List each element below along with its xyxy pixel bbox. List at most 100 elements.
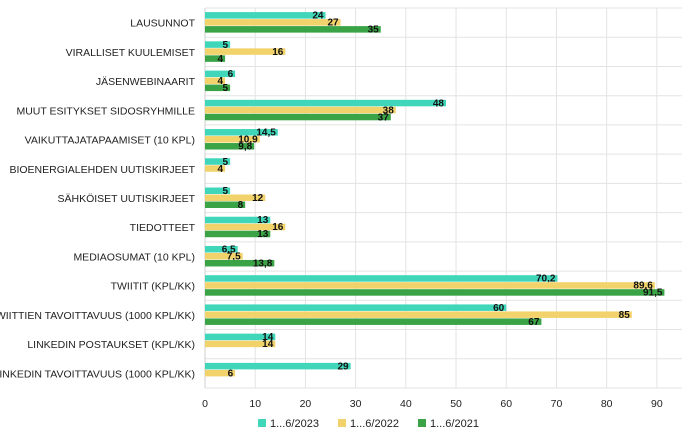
bar-4-2: [205, 143, 255, 150]
x-tick-label-4: 40: [400, 398, 412, 410]
bar-11-0: [205, 333, 276, 341]
category-label-7: TIEDOTTEET: [130, 222, 196, 234]
legend-swatch-0: [258, 419, 266, 427]
bar-3-0: [205, 99, 447, 107]
data-label-7-1: 16: [272, 222, 284, 233]
category-label-4: VAIKUTTAJATAPAAMISET (10 KPL): [25, 135, 195, 147]
data-label-10-2: 67: [528, 317, 540, 328]
data-label-9-0: 70,2: [536, 274, 556, 285]
data-label-0-0: 24: [312, 11, 324, 22]
data-label-0-2: 35: [368, 25, 380, 36]
legend-label-0: 1...6/2023: [270, 418, 319, 430]
data-label-6-0: 5: [223, 186, 229, 197]
data-label-12-1: 6: [228, 368, 234, 379]
bar-12-0: [205, 362, 351, 370]
bar-10-2: [205, 318, 542, 325]
x-tick-label-5: 50: [450, 398, 462, 410]
bar-5-1: [205, 165, 226, 172]
data-label-10-0: 60: [493, 303, 505, 314]
bar-8-2: [205, 259, 275, 267]
bar-6-2: [205, 201, 246, 208]
x-tick-label-6: 60: [500, 398, 512, 410]
data-label-1-2: 4: [218, 54, 224, 65]
data-label-12-0: 29: [337, 361, 349, 372]
category-label-12: LINKEDIN TAVOITTAVUUS (1000 KPL/KK): [0, 368, 195, 380]
bar-2-1: [205, 77, 226, 85]
data-label-6-1: 12: [252, 193, 264, 204]
data-label-8-0: 6,5: [222, 244, 236, 255]
data-label-9-2: 91,5: [643, 288, 663, 299]
bar-2-0: [205, 70, 236, 78]
data-label-6-2: 8: [238, 200, 244, 211]
data-label-2-0: 6: [228, 69, 234, 80]
bar-11-1: [205, 340, 276, 348]
data-label-11-1: 14: [262, 339, 274, 350]
bar-1-2: [205, 55, 226, 62]
bar-8-1: [205, 252, 243, 260]
bar-10-1: [205, 311, 632, 318]
data-label-7-0: 13: [257, 215, 269, 226]
bar-1-1: [205, 48, 286, 55]
bar-0-0: [205, 12, 326, 19]
category-label-11: LINKEDIN POSTAUKSET (KPL/KK): [27, 339, 195, 351]
data-label-0-1: 27: [327, 18, 339, 29]
category-label-6: SÄHKÖISET UUTISKIRJEET: [58, 193, 196, 205]
legend-label-1: 1...6/2022: [350, 418, 399, 430]
bar-5-0: [205, 158, 231, 165]
category-label-8: MEDIAOSUMAT (10 KPL): [73, 251, 195, 263]
category-label-2: JÄSENWEBINAARIT: [96, 76, 196, 88]
bar-8-0: [205, 245, 238, 253]
bar-0-2: [205, 26, 381, 33]
bar-7-0: [205, 216, 271, 224]
bar-9-0: [205, 275, 558, 282]
bar-3-1: [205, 106, 396, 114]
bar-9-1: [205, 282, 655, 289]
legend-swatch-1: [338, 419, 346, 427]
bar-4-0: [205, 129, 278, 136]
data-label-4-1: 10,9: [238, 135, 258, 146]
bar-10-0: [205, 304, 507, 311]
legend-label-2: 1...6/2021: [430, 418, 479, 430]
x-tick-label-9: 90: [651, 398, 663, 410]
data-label-8-1: 7,5: [227, 251, 241, 262]
data-label-3-0: 48: [433, 98, 445, 109]
category-label-0: LAUSUNNOT: [130, 18, 195, 30]
x-tick-label-3: 30: [350, 398, 362, 410]
category-label-3: MUUT ESITYKSET SIDOSRYHMILLE: [16, 105, 195, 117]
data-label-11-0: 14: [262, 332, 274, 343]
bar-9-2: [205, 289, 665, 296]
data-label-5-1: 4: [218, 164, 224, 175]
category-label-5: BIOENERGIALEHDEN UUTISKIRJEET: [9, 164, 195, 176]
data-label-3-2: 37: [378, 112, 390, 123]
data-label-1-1: 16: [272, 47, 284, 58]
category-label-9: TWIITIT (KPL/KK): [111, 281, 195, 293]
data-label-7-2: 13: [257, 229, 269, 240]
data-label-4-0: 14,5: [256, 128, 276, 139]
x-tick-label-7: 70: [551, 398, 563, 410]
data-label-2-1: 4: [218, 76, 224, 87]
data-label-9-1: 89,6: [633, 281, 653, 292]
x-tick-label-8: 80: [601, 398, 613, 410]
category-label-10: TWIITTIEN TAVOITTAVUUS (1000 KPL/KK): [0, 310, 195, 322]
data-label-1-0: 5: [223, 40, 229, 51]
data-label-8-2: 13,8: [253, 258, 273, 269]
bar-2-2: [205, 84, 231, 92]
bar-12-1: [205, 369, 236, 377]
data-label-5-0: 5: [223, 157, 229, 168]
category-label-1: VIRALLISET KUULEMISET: [66, 47, 196, 59]
x-tick-label-2: 20: [300, 398, 312, 410]
data-label-10-1: 85: [619, 310, 631, 321]
data-label-4-2: 9,8: [238, 142, 252, 153]
bar-1-0: [205, 41, 231, 48]
bar-7-2: [205, 230, 271, 238]
bar-7-1: [205, 223, 286, 231]
bar-6-1: [205, 194, 266, 201]
bar-0-1: [205, 19, 341, 26]
data-label-2-2: 5: [223, 83, 229, 94]
data-label-3-1: 38: [383, 105, 395, 116]
bar-6-0: [205, 187, 231, 194]
legend-swatch-2: [418, 419, 426, 427]
x-tick-label-0: 0: [202, 398, 208, 410]
